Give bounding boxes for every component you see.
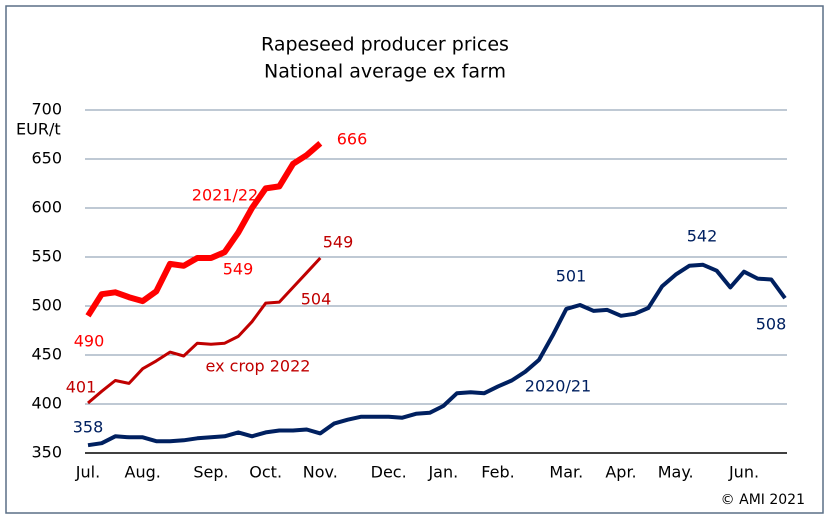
x-tick-label: Sep. bbox=[193, 463, 228, 482]
line-series bbox=[85, 141, 323, 318]
annotation: 549 bbox=[223, 260, 254, 279]
annotation: 401 bbox=[66, 378, 97, 397]
x-tick-label: Oct. bbox=[249, 463, 282, 482]
annotation: 549 bbox=[323, 233, 354, 252]
y-tick-label: 350 bbox=[31, 443, 62, 462]
line-series bbox=[87, 262, 787, 448]
x-tick-label: Nov. bbox=[303, 463, 338, 482]
y-tick-label: 600 bbox=[31, 198, 62, 217]
annotation: 358 bbox=[73, 418, 104, 437]
y-tick-label: 650 bbox=[31, 149, 62, 168]
chart-subtitle: National average ex farm bbox=[264, 61, 506, 83]
y-tick-label: 550 bbox=[31, 247, 62, 266]
x-tick-label: Apr. bbox=[605, 463, 636, 482]
annotation: 2020/21 bbox=[525, 377, 591, 396]
y-tick-label: 700 bbox=[31, 100, 62, 119]
x-tick-label: Mar. bbox=[549, 463, 583, 482]
x-tick-label: Feb. bbox=[481, 463, 514, 482]
chart-frame bbox=[5, 5, 824, 514]
chart-title: Rapeseed producer prices bbox=[261, 34, 509, 56]
x-tick-label: Dec. bbox=[371, 463, 407, 482]
x-tick-label: May. bbox=[658, 463, 694, 482]
annotation: ex crop 2022 bbox=[206, 357, 311, 376]
line-series bbox=[87, 256, 322, 405]
annotation: 508 bbox=[756, 315, 787, 334]
x-tick-label: Jul. bbox=[75, 463, 100, 482]
y-tick-label: 450 bbox=[31, 345, 62, 364]
x-tick-label: Jun. bbox=[728, 463, 759, 482]
annotation: 2021/22 bbox=[192, 186, 258, 205]
y-tick-label: 500 bbox=[31, 296, 62, 315]
annotation: 542 bbox=[687, 227, 718, 246]
y-tick-label: 400 bbox=[31, 394, 62, 413]
source: © AMI 2021 bbox=[721, 492, 805, 508]
annotation: 504 bbox=[301, 290, 332, 309]
x-tick-label: Aug. bbox=[125, 463, 161, 482]
x-tick-label: Jan. bbox=[427, 463, 458, 482]
annotation: 666 bbox=[337, 130, 368, 149]
annotation: 501 bbox=[556, 267, 587, 286]
y-axis-label: EUR/t bbox=[16, 120, 61, 139]
annotation: 490 bbox=[74, 332, 105, 351]
